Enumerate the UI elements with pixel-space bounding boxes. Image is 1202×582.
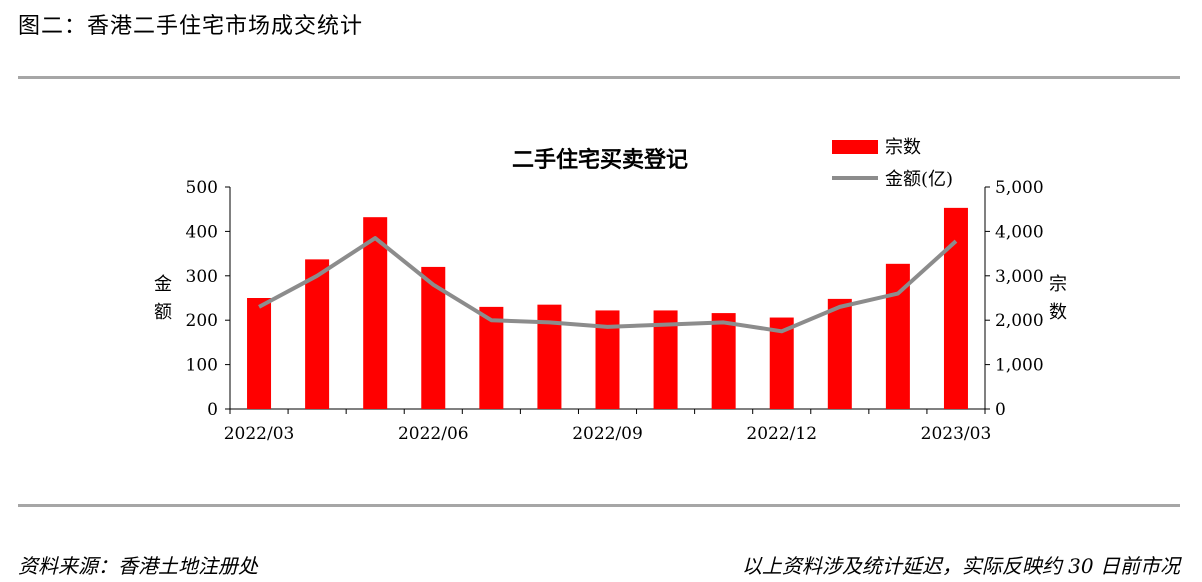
x-tick-label: 2023/03 xyxy=(921,424,992,444)
figure-title: 图二：香港二手住宅市场成交统计 xyxy=(18,14,364,39)
legend-label-line: 金额(亿) xyxy=(885,169,953,190)
bar xyxy=(305,259,330,409)
source-note: 资料来源：香港土地注册处 xyxy=(18,554,258,578)
bar-series xyxy=(247,207,968,409)
legend: 宗数 金额(亿) xyxy=(832,137,953,190)
left-tick-label: 500 xyxy=(186,178,218,198)
delay-note: 以上资料涉及统计延迟，实际反映约 30 日前市况 xyxy=(741,554,1180,578)
bar xyxy=(479,306,504,409)
line-series xyxy=(258,236,958,334)
left-axis-label: 额 xyxy=(154,302,172,323)
top-rule xyxy=(18,76,1180,79)
right-tick-label: 1,000 xyxy=(995,356,1044,376)
right-tick-label: 0 xyxy=(995,400,1006,420)
right-tick-label: 3,000 xyxy=(995,267,1044,287)
left-tick-label: 100 xyxy=(186,356,218,376)
right-axis-label: 数 xyxy=(1049,302,1067,323)
bottom-rule xyxy=(18,504,1180,507)
right-tick-label: 5,000 xyxy=(995,178,1044,198)
x-tick-label: 2022/12 xyxy=(746,424,817,444)
legend-label-bars: 宗数 xyxy=(885,137,921,158)
left-tick-label: 300 xyxy=(186,267,218,287)
x-axis-ticks: 2022/03 2022/06 2022/09 2022/12 2023/03 xyxy=(224,409,992,444)
right-axis-ticks: 0 1,000 2,000 3,000 4,000 5,000 xyxy=(985,178,1044,420)
right-tick-label: 4,000 xyxy=(995,222,1044,242)
x-tick-label: 2022/03 xyxy=(224,424,295,444)
bar xyxy=(711,313,736,409)
x-tick-label: 2022/09 xyxy=(572,424,643,444)
left-axis-ticks: 0 100 200 300 400 500 xyxy=(186,178,230,420)
legend-swatch-bars xyxy=(832,140,878,154)
bar xyxy=(247,298,272,409)
x-tick-label: 2022/06 xyxy=(398,424,469,444)
left-tick-label: 200 xyxy=(186,311,218,331)
left-axis-label: 金 xyxy=(154,274,172,295)
bar xyxy=(363,217,388,409)
left-tick-label: 0 xyxy=(207,400,218,420)
series-line xyxy=(258,236,958,334)
left-tick-label: 400 xyxy=(186,222,218,242)
right-axis-label: 宗 xyxy=(1049,274,1067,295)
bar xyxy=(827,298,852,409)
bar xyxy=(943,207,968,409)
chart-title: 二手住宅买卖登记 xyxy=(512,147,688,173)
right-tick-label: 2,000 xyxy=(995,311,1044,331)
